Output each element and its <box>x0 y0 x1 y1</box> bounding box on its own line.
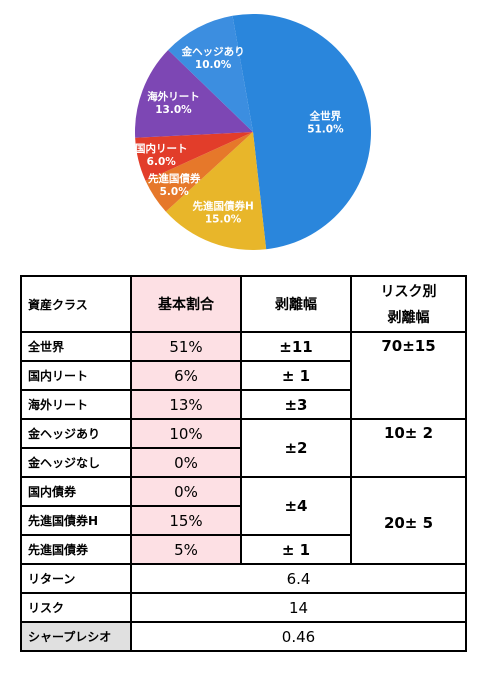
asset-name: 先進国債券 <box>20 534 132 565</box>
pie-slice-value: 6.0% <box>147 156 177 168</box>
pie-slice-label: 全世界 <box>309 110 342 123</box>
asset-name: 全世界 <box>20 331 132 362</box>
asset-ratio: 0% <box>130 476 242 507</box>
asset-ratio: 10% <box>130 418 242 449</box>
table-header-row: 資産クラス 基本割合 剥離幅 リスク別 剥離幅 <box>20 275 467 333</box>
stat-label: シャープレシオ <box>20 621 132 652</box>
pie-slice <box>134 50 253 138</box>
asset-name: 海外リート <box>20 389 132 420</box>
pie-slice-label: 海外リート <box>147 90 200 103</box>
risk-group-bond: 20± 5 <box>350 476 467 565</box>
asset-deviation: ± 1 <box>240 534 352 565</box>
stat-label: リスク <box>20 592 132 623</box>
pie-slice-value: 51.0% <box>307 124 344 136</box>
table-row: 先進国債券 5% ± 1 <box>20 534 466 565</box>
table-row: 国内リート 6% ± 1 <box>20 360 466 391</box>
table-row: 全世界 51% ±11 70±15 <box>20 331 467 420</box>
header-asset-class: 資産クラス <box>20 275 132 333</box>
pie-slice <box>165 132 267 251</box>
pie-slice <box>232 13 372 250</box>
allocation-table: 資産クラス 基本割合 剥離幅 リスク別 剥離幅 全世界 51% ±11 70±1… <box>20 275 467 652</box>
asset-deviation: ±2 <box>240 418 352 478</box>
asset-deviation: ±4 <box>240 476 352 536</box>
header-risk-deviation: リスク別 剥離幅 <box>350 275 467 333</box>
stat-row-return: リターン 6.4 <box>20 563 467 594</box>
header-risk-deviation-line2: 剥離幅 <box>387 310 430 326</box>
pie-slice-value: 5.0% <box>160 186 190 198</box>
pie-slice <box>135 132 253 181</box>
table-row: 金ヘッジあり 10% ±2 10± 2 <box>20 418 467 478</box>
header-base-ratio: 基本割合 <box>130 275 242 333</box>
stat-value: 6.4 <box>130 563 467 594</box>
pie-slices <box>134 13 372 251</box>
asset-ratio: 51% <box>130 331 242 362</box>
pie-slice-value: 10.0% <box>195 59 232 71</box>
asset-deviation: ±11 <box>240 331 352 362</box>
pie-slice-label: 国内リート <box>135 142 188 155</box>
stat-label: リターン <box>20 563 132 594</box>
table-row: 金ヘッジなし 0% <box>20 447 466 478</box>
asset-name: 国内リート <box>20 360 132 391</box>
asset-ratio: 5% <box>130 534 242 565</box>
pie-slice <box>168 15 253 132</box>
table-row: 海外リート 13% ±3 <box>20 389 466 420</box>
asset-ratio: 13% <box>130 389 242 420</box>
asset-deviation: ±3 <box>240 389 352 420</box>
stat-row-risk: リスク 14 <box>20 592 467 623</box>
pie-slice-label: 金ヘッジあり <box>181 45 245 58</box>
table-row: 先進国債券H 15% <box>20 505 466 536</box>
pie-slice-value: 13.0% <box>155 104 192 116</box>
asset-ratio: 15% <box>130 505 242 536</box>
stat-row-sharpe: シャープレシオ 0.46 <box>20 621 467 652</box>
pie-slice-value: 15.0% <box>205 214 242 226</box>
risk-group-gold: 10± 2 <box>350 418 467 478</box>
asset-ratio: 6% <box>130 360 242 391</box>
stat-value: 0.46 <box>130 621 467 652</box>
asset-name: 金ヘッジあり <box>20 418 132 449</box>
asset-name: 金ヘッジなし <box>20 447 132 478</box>
header-deviation: 剥離幅 <box>240 275 352 333</box>
asset-deviation: ± 1 <box>240 360 352 391</box>
asset-name: 先進国債券H <box>20 505 132 536</box>
stat-value: 14 <box>130 592 467 623</box>
header-risk-deviation-line1: リスク別 <box>380 284 437 300</box>
pie-slice-label: 先進国債券H <box>192 200 253 213</box>
asset-ratio: 0% <box>130 447 242 478</box>
pie-slice-label: 先進国債券 <box>148 172 201 185</box>
asset-name: 国内債券 <box>20 476 132 507</box>
risk-group-equity: 70±15 <box>350 331 467 420</box>
table-row: 国内債券 0% ±4 20± 5 <box>20 476 467 565</box>
pie-slice <box>145 132 253 212</box>
